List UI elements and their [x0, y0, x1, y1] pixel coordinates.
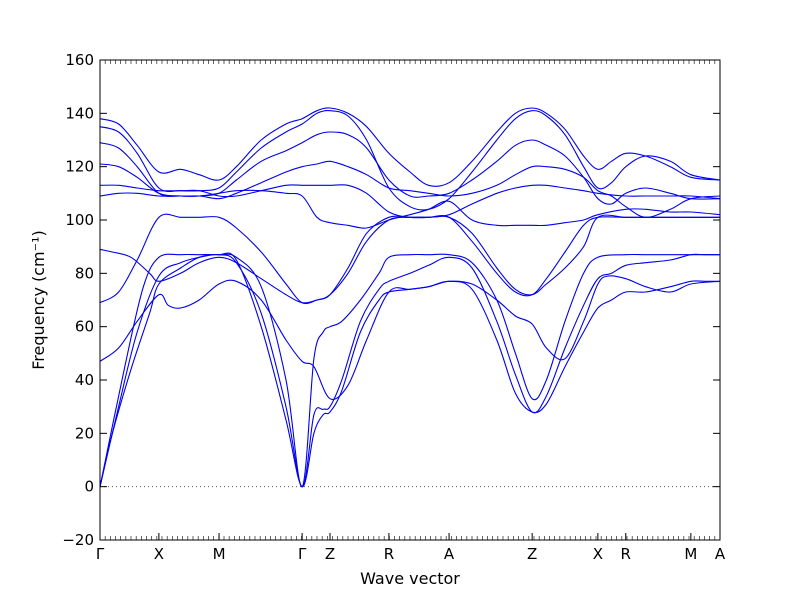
y-tick-label: 20	[75, 424, 94, 442]
band-lines	[99, 107, 721, 488]
band-line-6	[99, 214, 720, 304]
x-tick-label: X	[154, 545, 164, 563]
x-axis-label: Wave vector	[360, 569, 460, 588]
band-line-11	[99, 110, 721, 211]
band-line-9	[99, 160, 721, 218]
y-tick-label: 40	[75, 371, 94, 389]
x-tick-label: R	[621, 545, 631, 563]
band-line-10	[99, 131, 721, 205]
plot-frame	[99, 59, 721, 541]
x-tick-label: X	[593, 545, 603, 563]
y-tick-label: 120	[65, 158, 94, 176]
plot-background	[100, 60, 720, 540]
band-line-4	[99, 275, 721, 400]
y-tick-label: −20	[62, 531, 94, 549]
x-tick-label: M	[684, 545, 697, 563]
x-tick-label: Z	[325, 545, 335, 563]
band-line-12	[99, 107, 721, 187]
x-tick-label: A	[444, 545, 455, 563]
y-tick-label: 100	[65, 211, 94, 229]
y-tick-label: 60	[75, 318, 94, 336]
y-tick-label: 160	[65, 51, 94, 69]
y-tick-label: 80	[75, 264, 94, 282]
x-tick-label: Z	[527, 545, 537, 563]
y-tick-label: 140	[65, 104, 94, 122]
y-tick-label: 0	[84, 478, 94, 496]
x-tick-label: M	[213, 545, 226, 563]
band-line-3	[99, 253, 720, 488]
y-axis-ticks: −20 0 20 40 60 80 100 120 140 160	[62, 51, 720, 549]
y-axis-label: Frequency (cm⁻¹)	[29, 230, 48, 369]
minor-ticks	[99, 60, 721, 540]
x-tick-label: Γ	[298, 545, 307, 563]
x-tick-label: R	[384, 545, 394, 563]
x-tick-label: Γ	[96, 545, 105, 563]
x-tick-label: A	[715, 545, 726, 563]
